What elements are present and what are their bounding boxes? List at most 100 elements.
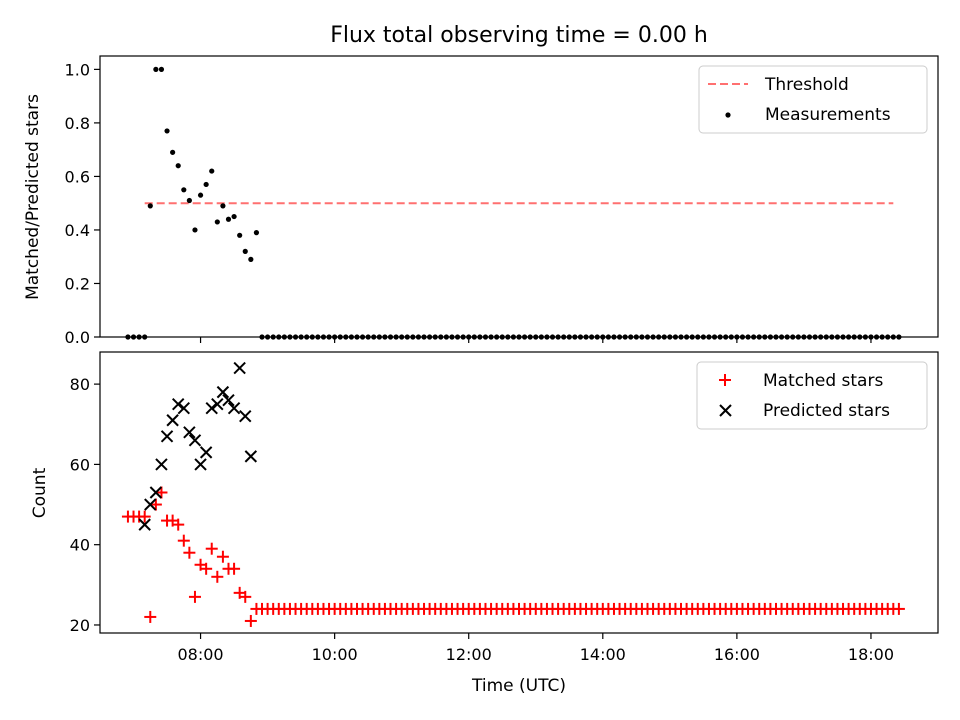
top-y-axis-label: Matched/Predicted stars xyxy=(23,94,43,300)
measurement-point xyxy=(616,334,623,340)
measurement-point xyxy=(521,334,528,340)
measurement-point xyxy=(270,334,276,340)
measurement-point xyxy=(170,149,176,155)
measurement-point xyxy=(885,334,891,340)
measurement-point xyxy=(197,192,204,198)
matched-point xyxy=(144,610,157,623)
matched-point xyxy=(228,562,241,575)
measurement-point xyxy=(857,334,863,340)
matched-point xyxy=(211,570,224,583)
measurement-point xyxy=(125,334,131,340)
x-tick-label: 16:00 xyxy=(714,645,760,664)
predicted-point xyxy=(149,486,163,499)
top-panel: 0.0 0.2 0.4 0.6 0.8 1.0 Matched/Predicted sta… xyxy=(23,55,939,347)
measurement-point xyxy=(689,334,695,340)
bottom-axes-frame xyxy=(99,351,939,634)
measurement-point xyxy=(778,334,785,340)
measurement-point xyxy=(773,334,779,340)
legend-measurements-label: Measurements xyxy=(765,105,891,125)
measurement-point xyxy=(684,334,690,340)
measurement-point xyxy=(399,334,405,340)
measurement-point xyxy=(644,334,651,340)
predicted-point xyxy=(183,426,196,439)
measurement-point xyxy=(784,334,790,340)
matched-stars-series xyxy=(121,486,905,627)
measurement-point xyxy=(130,334,137,340)
bottom-legend: Matched stars Predicted stars xyxy=(696,361,928,430)
measurement-point xyxy=(745,334,751,340)
measurement-point xyxy=(728,334,734,340)
measurement-point xyxy=(421,334,427,340)
top-y-tick-label: 0.6 xyxy=(65,167,90,186)
measurement-point xyxy=(611,334,617,340)
measurement-point xyxy=(628,334,634,340)
measurement-point xyxy=(304,334,310,340)
bottom-y-tick-label: 60 xyxy=(70,455,90,474)
measurement-point xyxy=(555,334,561,340)
predicted-point xyxy=(205,401,218,415)
measurement-point xyxy=(203,181,209,188)
measurement-point xyxy=(589,334,595,340)
measurement-point xyxy=(192,227,198,233)
matched-point xyxy=(177,534,190,547)
measurement-point xyxy=(136,334,142,340)
measurement-point xyxy=(259,334,265,340)
measurement-point xyxy=(829,334,835,340)
matched-point xyxy=(200,562,213,575)
legend-threshold-label: Threshold xyxy=(764,75,849,95)
measurement-point xyxy=(806,334,813,340)
measurement-point xyxy=(834,334,841,340)
x-tick-label: 10:00 xyxy=(312,645,358,664)
measurement-point xyxy=(661,334,667,340)
legend-predicted-swatch xyxy=(719,404,732,417)
measurement-point xyxy=(376,334,382,340)
measurement-point xyxy=(656,334,662,340)
measurement-point xyxy=(175,163,181,169)
bottom-legend-box xyxy=(696,361,928,430)
measurement-point xyxy=(326,334,332,340)
measurement-point xyxy=(164,128,170,134)
measurement-point xyxy=(672,334,679,340)
measurement-point xyxy=(544,334,550,340)
measurement-point xyxy=(499,334,505,340)
measurement-point xyxy=(695,334,701,340)
predicted-point xyxy=(211,397,224,411)
top-y-tick-label: 0.4 xyxy=(65,221,90,240)
measurement-point xyxy=(209,168,215,174)
measurement-point xyxy=(332,334,338,340)
predicted-point xyxy=(138,518,151,531)
measurement-point xyxy=(281,334,287,340)
top-y-ticks: 0.0 0.2 0.4 0.6 0.8 1.0 xyxy=(65,60,100,347)
matched-point xyxy=(138,510,151,523)
predicted-point xyxy=(172,397,185,411)
matched-point xyxy=(183,546,196,559)
matched-point xyxy=(244,614,257,627)
measurement-point xyxy=(723,334,729,340)
measurement-point xyxy=(846,334,852,340)
measurement-point xyxy=(248,256,254,262)
measurement-point xyxy=(494,334,500,340)
x-tick-label: 18:00 xyxy=(848,645,894,664)
predicted-point xyxy=(194,458,207,471)
measurement-point xyxy=(287,334,293,340)
measurement-point xyxy=(158,66,165,72)
bottom-x-ticks: 08:00 10:00 12:00 14:00 16:00 18:00 xyxy=(178,633,894,664)
measurement-point xyxy=(320,334,327,340)
top-y-tick-label: 0.0 xyxy=(65,328,90,347)
matched-point xyxy=(149,498,162,511)
measurement-point xyxy=(577,334,584,340)
measurement-point xyxy=(873,334,880,340)
measurement-point xyxy=(851,334,857,340)
bottom-y-axis-label: Count xyxy=(30,467,50,518)
measurement-point xyxy=(482,334,489,340)
measurement-point xyxy=(432,334,438,340)
bottom-y-tick-label: 40 xyxy=(70,536,90,555)
measurement-point xyxy=(633,334,639,340)
measurement-point xyxy=(276,334,282,340)
measurement-point xyxy=(639,334,645,340)
measurement-point xyxy=(572,334,578,340)
measurement-point xyxy=(706,334,712,340)
measurement-point xyxy=(561,334,567,340)
x-axis-label: Time (UTC) xyxy=(471,676,566,696)
